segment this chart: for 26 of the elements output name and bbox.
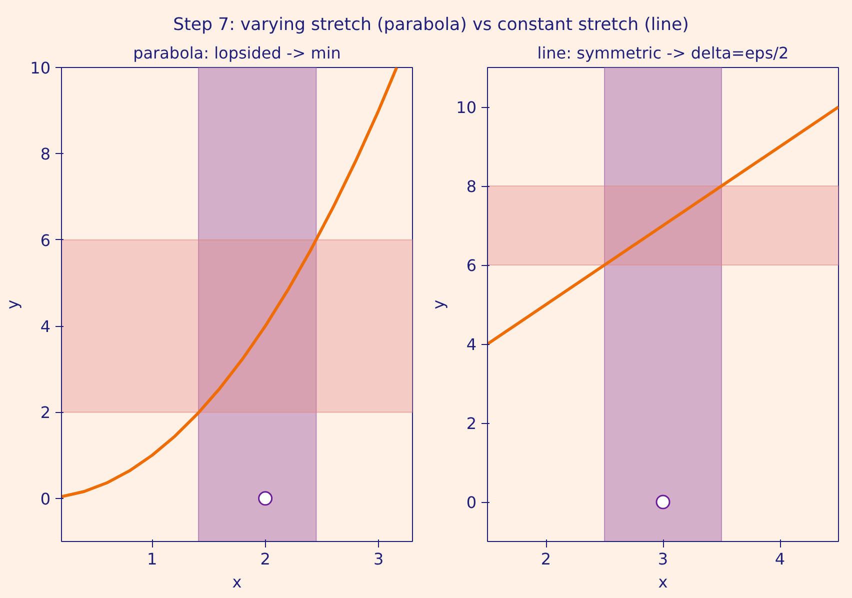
line-series [62,68,398,498]
y-tick-label: 6 [466,256,477,275]
x-axis-title: x [232,572,242,592]
y-tick-label: 2 [40,403,51,422]
y-tick-label: 2 [466,414,477,433]
chart-title: line: symmetric -> delta=eps/2 [537,44,789,62]
y-tick-label: 10 [30,58,50,78]
y-tick-label: 6 [40,230,51,250]
y-tick-label: 8 [466,177,477,196]
x-tick-label: 1 [146,550,158,568]
text: Step 7: varying stretch (parabola) vs constant stretch (line) [173,14,689,37]
y-tick-label: 4 [40,317,51,336]
x-tick-label: 4 [774,550,786,568]
x-tick-label: 2 [260,550,270,568]
y-tick-label: 4 [466,335,477,354]
x-tick-label: 3 [658,550,668,568]
chart-title: parabola: lopsided -> min [133,44,341,62]
y-tick-label: 0 [466,493,477,512]
y-tick-label: 0 [40,489,51,508]
x-tick-label: 3 [373,550,384,568]
y-tick-label: 10 [456,98,476,117]
y-tick-label: 8 [40,144,51,164]
y-axis-title: y [429,300,448,310]
y-axis-title: y [3,300,22,310]
x-axis-title: x [658,572,668,592]
x-tick-label: 2 [540,550,552,568]
